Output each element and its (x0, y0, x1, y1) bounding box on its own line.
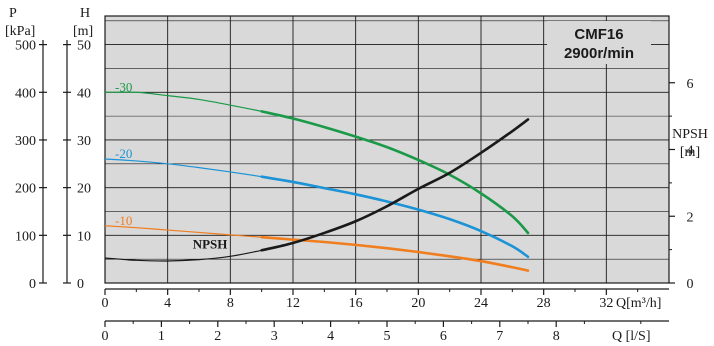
head-tick-label: 40 (77, 86, 91, 101)
series-label-1: -30 (115, 79, 132, 94)
series-label-3: -10 (115, 213, 132, 228)
pressure-axis-symbol: P (9, 6, 17, 21)
series-line-bold-4 (260, 118, 530, 252)
pressure-tick-label: 100 (15, 229, 36, 244)
flow-ls-tick-label: 0 (102, 329, 109, 344)
flow-ls-axis-label: Q [l/S] (612, 329, 651, 344)
series-line-bold-2 (260, 175, 530, 259)
flow-ls-tick-label: 8 (553, 329, 560, 344)
head-axis-unit: [m] (73, 24, 93, 39)
head-tick-label: 10 (77, 229, 91, 244)
flow-ls-tick-label: 2 (214, 329, 221, 344)
series-lines (104, 91, 530, 272)
npsh-tick-label: 0 (687, 277, 694, 292)
title-line-model: CMF16 (574, 26, 623, 43)
head-tick-label: 0 (77, 277, 84, 292)
pressure-tick-label: 400 (15, 86, 36, 101)
flow-m3h-tick-label: 24 (474, 296, 488, 311)
title-line-speed: 2900r/min (564, 45, 634, 62)
pressure-axis-unit: [kPa] (5, 24, 35, 39)
flow-m3h-tick-label: 12 (286, 296, 300, 311)
pressure-tick-label: 0 (29, 277, 36, 292)
chart-title: CMF16 2900r/min (547, 21, 651, 64)
flow-ls-tick-label: 1 (158, 329, 165, 344)
npsh-tick-label: 6 (687, 77, 694, 92)
flow-ls-tick-label: 4 (327, 329, 334, 344)
pressure-tick-label: 200 (15, 182, 36, 197)
npsh-tick-label: 2 (687, 210, 694, 225)
head-tick-label: 50 (77, 39, 91, 54)
flow-m3h-tick-label: 8 (227, 296, 234, 311)
series-label-npsh: NPSH (193, 236, 228, 251)
head-tick-label: 20 (77, 182, 91, 197)
flow-m3h-tick-label: 32 (599, 296, 613, 311)
flow-ls-tick-label: 5 (384, 329, 391, 344)
flow-ls-tick-label: 7 (496, 329, 503, 344)
series-line-bold-1 (260, 110, 530, 235)
flow-m3h-tick-label: 16 (349, 296, 363, 311)
npsh-tick-label: 4 (687, 144, 694, 159)
flow-ls-tick-label: 6 (440, 329, 447, 344)
flow-m3h-axis-label: Q[m³/h] (616, 296, 661, 311)
flow-m3h-tick-label: 20 (411, 296, 425, 311)
title-box (547, 21, 651, 64)
npsh-axis-unit: [m] (680, 145, 700, 160)
head-axis-symbol: H (80, 6, 90, 21)
axes: 010020030040050001020304050P[kPa]H[m]024… (5, 6, 708, 344)
flow-ls-tick-label: 3 (271, 329, 278, 344)
flow-m3h-tick-label: 4 (164, 296, 171, 311)
flow-m3h-tick-label: 0 (102, 296, 109, 311)
series-labels: -30 -20 -10 NPSH (115, 79, 227, 251)
pressure-tick-label: 300 (15, 134, 36, 149)
series-line-bold-3 (260, 235, 530, 272)
npsh-axis-symbol: NPSH (672, 127, 708, 142)
pressure-tick-label: 500 (15, 39, 36, 54)
series-label-2: -20 (115, 146, 132, 161)
flow-m3h-tick-label: 28 (537, 296, 551, 311)
head-tick-label: 30 (77, 134, 91, 149)
